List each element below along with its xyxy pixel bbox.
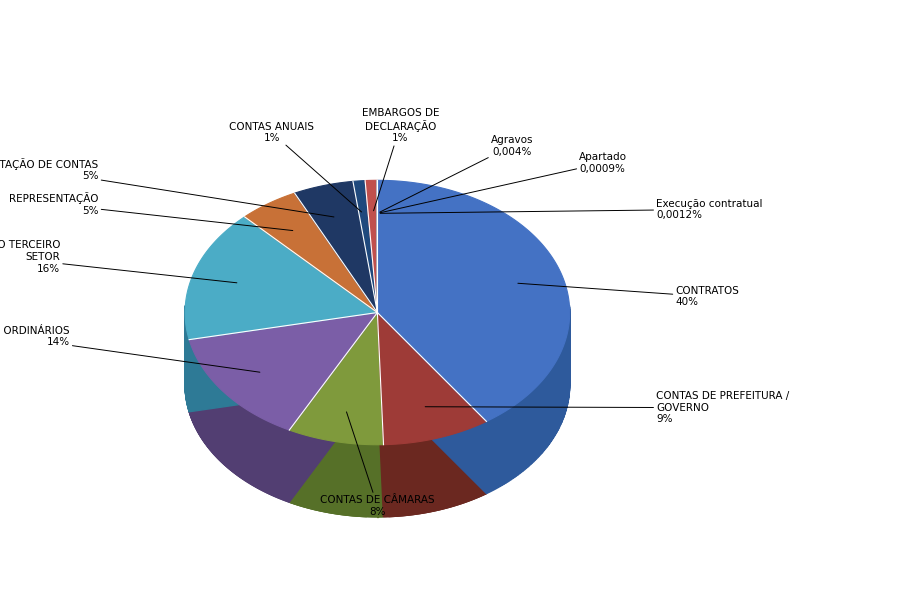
Polygon shape xyxy=(555,362,556,435)
Polygon shape xyxy=(554,363,555,437)
Text: Execução contratual
0,0012%: Execução contratual 0,0012% xyxy=(380,198,762,220)
Polygon shape xyxy=(539,383,540,456)
Polygon shape xyxy=(514,404,516,477)
Text: EMBARGOS DE
DECLARAÇÃO
1%: EMBARGOS DE DECLARAÇÃO 1% xyxy=(361,108,440,211)
Polygon shape xyxy=(532,389,533,463)
Polygon shape xyxy=(502,412,503,486)
Polygon shape xyxy=(518,401,520,475)
Polygon shape xyxy=(530,391,532,465)
Polygon shape xyxy=(542,380,543,453)
Polygon shape xyxy=(544,377,546,451)
Polygon shape xyxy=(551,368,552,442)
Text: REPASSE AO TERCEIRO
SETOR
16%: REPASSE AO TERCEIRO SETOR 16% xyxy=(0,240,236,283)
Polygon shape xyxy=(538,384,539,457)
Polygon shape xyxy=(353,180,378,313)
Polygon shape xyxy=(500,413,502,486)
Text: RECURSOS ORDINÁRIOS
14%: RECURSOS ORDINÁRIOS 14% xyxy=(0,326,260,372)
Text: CONTRATOS
40%: CONTRATOS 40% xyxy=(518,283,739,308)
Polygon shape xyxy=(503,411,506,484)
Polygon shape xyxy=(512,405,514,478)
Polygon shape xyxy=(378,180,570,421)
Polygon shape xyxy=(378,313,486,493)
Polygon shape xyxy=(496,415,498,489)
Polygon shape xyxy=(524,397,526,470)
Polygon shape xyxy=(520,400,521,474)
Polygon shape xyxy=(295,182,378,313)
Polygon shape xyxy=(537,385,538,459)
Polygon shape xyxy=(535,387,537,460)
Text: Apartado
0,0009%: Apartado 0,0009% xyxy=(380,152,628,213)
Polygon shape xyxy=(289,313,384,445)
Polygon shape xyxy=(486,421,488,493)
Polygon shape xyxy=(289,313,378,502)
Polygon shape xyxy=(491,418,493,492)
Text: CONTAS DE CÂMARAS
8%: CONTAS DE CÂMARAS 8% xyxy=(320,412,435,517)
Polygon shape xyxy=(185,217,378,340)
Polygon shape xyxy=(550,370,551,443)
Polygon shape xyxy=(365,180,378,313)
Polygon shape xyxy=(189,313,378,430)
Polygon shape xyxy=(506,410,508,483)
Polygon shape xyxy=(521,399,523,472)
Polygon shape xyxy=(510,407,512,481)
Polygon shape xyxy=(289,313,378,502)
Text: CONTAS ANUAIS
1%: CONTAS ANUAIS 1% xyxy=(229,121,361,212)
Polygon shape xyxy=(488,419,491,493)
Polygon shape xyxy=(540,381,542,455)
Polygon shape xyxy=(543,379,544,452)
Polygon shape xyxy=(533,388,535,462)
Polygon shape xyxy=(245,193,378,313)
Polygon shape xyxy=(378,313,384,517)
Polygon shape xyxy=(546,376,547,449)
Polygon shape xyxy=(528,394,530,467)
Text: Agravos
0,004%: Agravos 0,004% xyxy=(379,135,533,212)
Polygon shape xyxy=(378,313,486,445)
Polygon shape xyxy=(552,367,553,440)
Polygon shape xyxy=(523,398,524,471)
Polygon shape xyxy=(189,313,378,412)
Polygon shape xyxy=(516,403,518,476)
Text: CONTAS DE PREFEITURA /
GOVERNO
9%: CONTAS DE PREFEITURA / GOVERNO 9% xyxy=(425,391,789,424)
Polygon shape xyxy=(494,416,496,490)
Polygon shape xyxy=(493,418,494,490)
Polygon shape xyxy=(553,365,554,439)
Polygon shape xyxy=(508,409,510,482)
Polygon shape xyxy=(498,414,500,487)
Polygon shape xyxy=(547,373,548,446)
Polygon shape xyxy=(548,371,550,445)
Polygon shape xyxy=(378,313,486,493)
Polygon shape xyxy=(189,313,378,412)
Text: REPRESENTAÇÃO
5%: REPRESENTAÇÃO 5% xyxy=(9,192,293,231)
Polygon shape xyxy=(526,395,528,469)
Text: PRESTAÇÃO DE CONTAS
5%: PRESTAÇÃO DE CONTAS 5% xyxy=(0,158,334,217)
Polygon shape xyxy=(378,313,384,517)
